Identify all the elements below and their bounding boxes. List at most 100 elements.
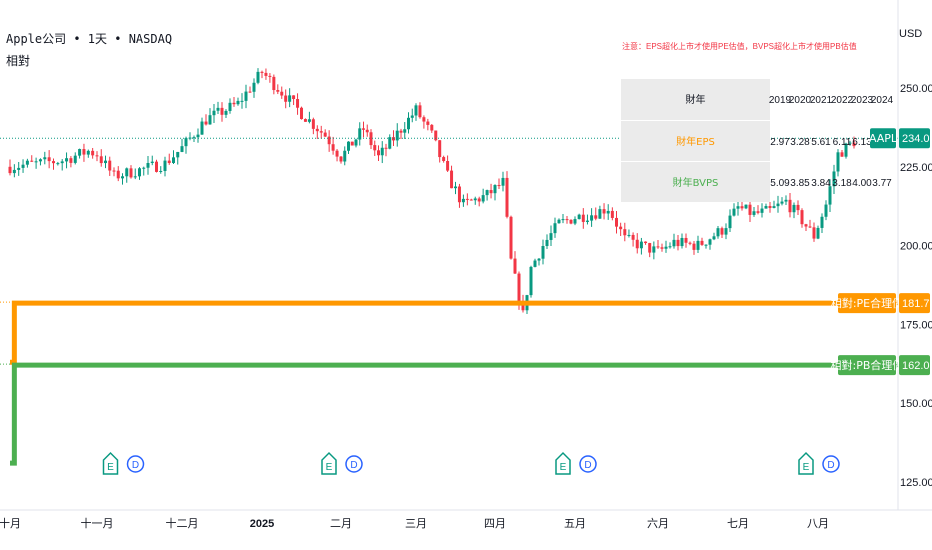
candle bbox=[561, 214, 565, 224]
candle bbox=[200, 117, 204, 135]
candle bbox=[619, 222, 623, 236]
candle bbox=[284, 89, 288, 109]
candles bbox=[8, 68, 856, 314]
earnings-letter: E bbox=[803, 462, 810, 473]
candle bbox=[639, 237, 643, 255]
table-value: 3.77 bbox=[872, 178, 892, 189]
table-row-label: 財年EPS bbox=[676, 135, 715, 148]
series-name-text: AAPL bbox=[869, 132, 898, 145]
table-value: 5.61 bbox=[811, 137, 831, 148]
candle bbox=[99, 149, 103, 167]
candle bbox=[91, 147, 95, 159]
candle bbox=[728, 209, 732, 232]
x-tick-label: 十一月 bbox=[81, 516, 114, 530]
candle bbox=[212, 103, 216, 124]
candle bbox=[800, 208, 804, 228]
candle bbox=[86, 149, 90, 158]
candle bbox=[358, 122, 362, 146]
candle bbox=[350, 141, 354, 146]
candle bbox=[804, 223, 808, 231]
dividend-letter: D bbox=[584, 460, 591, 471]
candle bbox=[369, 129, 373, 149]
x-tick-label: 五月 bbox=[564, 518, 586, 530]
candle bbox=[438, 140, 442, 163]
candle bbox=[644, 241, 648, 245]
candle bbox=[457, 183, 461, 208]
candle bbox=[362, 121, 365, 138]
indicator-title[interactable]: 相對 bbox=[6, 54, 31, 68]
dividend-marker: D bbox=[126, 455, 145, 473]
earnings-marker: E bbox=[321, 451, 337, 475]
earnings-letter: E bbox=[107, 462, 114, 473]
x-tick-label: 四月 bbox=[484, 518, 506, 530]
candle bbox=[426, 118, 430, 131]
candle bbox=[112, 167, 116, 177]
candle bbox=[720, 226, 724, 239]
candle bbox=[836, 149, 840, 177]
candle bbox=[684, 233, 688, 248]
candle bbox=[252, 78, 256, 98]
candle bbox=[485, 189, 489, 201]
candle bbox=[25, 158, 29, 168]
table-year: 2023 bbox=[851, 95, 874, 106]
candle bbox=[736, 200, 740, 216]
candle bbox=[477, 196, 481, 207]
candle bbox=[744, 204, 748, 210]
candle bbox=[8, 159, 12, 176]
candle bbox=[146, 155, 150, 175]
candle bbox=[808, 219, 812, 229]
candle bbox=[764, 203, 768, 209]
candle bbox=[256, 68, 260, 85]
candle bbox=[852, 136, 856, 149]
price-axis[interactable]: 125.00 150.00 175.00 200.00 225.00 250.00 bbox=[897, 0, 932, 550]
candle bbox=[395, 123, 399, 147]
candle bbox=[537, 257, 541, 266]
candle bbox=[796, 200, 800, 216]
candle bbox=[696, 235, 700, 253]
candle bbox=[493, 184, 497, 201]
symbol-title[interactable]: Apple公司 • 1天 • NASDAQ bbox=[6, 32, 173, 46]
price-tag bbox=[899, 128, 930, 149]
candle bbox=[557, 218, 561, 224]
candle bbox=[700, 237, 704, 246]
candle bbox=[565, 216, 569, 224]
candle bbox=[430, 124, 434, 133]
candle bbox=[513, 251, 517, 275]
dividend-marker: D bbox=[579, 455, 597, 473]
candle bbox=[541, 239, 545, 265]
candle bbox=[373, 140, 377, 157]
candle bbox=[34, 157, 38, 169]
candle bbox=[335, 149, 339, 162]
candle bbox=[594, 207, 598, 221]
candle bbox=[788, 193, 792, 218]
candle bbox=[505, 171, 509, 219]
candle bbox=[163, 156, 167, 177]
candle bbox=[150, 155, 154, 166]
time-axis[interactable]: 十月 十一月 十二月 2025 二月 三月 四月 五月 六月 七月 八月 bbox=[0, 509, 932, 530]
candle bbox=[656, 239, 660, 249]
candle bbox=[780, 197, 784, 206]
candle bbox=[133, 168, 137, 180]
candle bbox=[664, 240, 668, 253]
candle bbox=[824, 200, 828, 221]
y-tick-label: 175.00 bbox=[900, 319, 932, 331]
candle bbox=[260, 70, 264, 79]
currency-label[interactable]: USD bbox=[899, 28, 923, 40]
candle bbox=[244, 84, 248, 109]
candle bbox=[410, 108, 414, 123]
candle bbox=[208, 108, 212, 125]
candle bbox=[692, 241, 696, 255]
candle bbox=[434, 130, 438, 142]
candle bbox=[422, 115, 426, 129]
table-value: 5.09 bbox=[770, 178, 790, 189]
candle bbox=[676, 235, 680, 251]
candle bbox=[292, 95, 296, 106]
candle bbox=[138, 167, 141, 180]
candle bbox=[828, 179, 832, 213]
dividend-letter: D bbox=[350, 460, 357, 471]
dividend-icon bbox=[126, 455, 145, 473]
candle bbox=[497, 178, 501, 190]
